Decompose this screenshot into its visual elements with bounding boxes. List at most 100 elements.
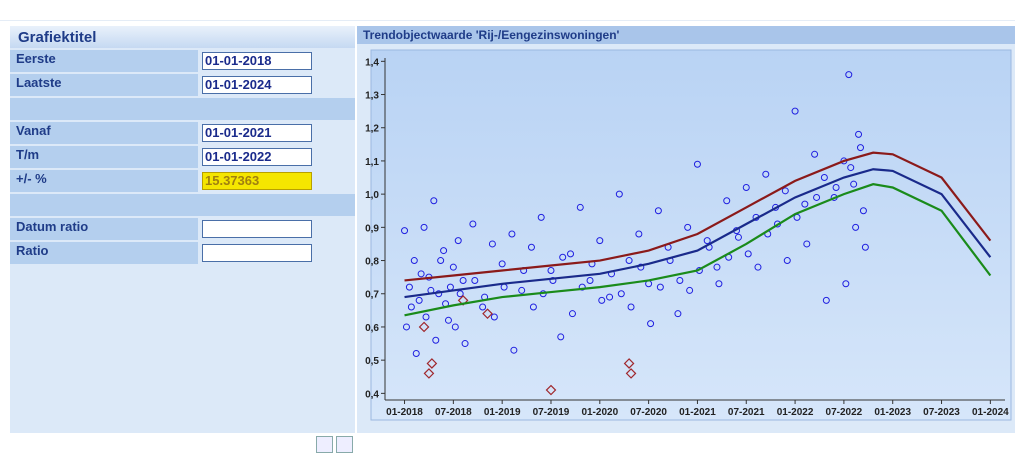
scatter-point <box>654 207 662 215</box>
scatter-point <box>549 276 557 284</box>
scatter-point <box>415 296 423 304</box>
trend-line <box>404 168 992 299</box>
form-title: Grafiektitel <box>10 26 355 48</box>
y-tick-label: 0,6 <box>365 323 379 334</box>
scatter-point <box>444 316 452 324</box>
form-row: Laatste 01-01-2024 <box>10 74 355 96</box>
scatter-point <box>510 346 518 354</box>
scatter-point <box>859 207 867 215</box>
text-input[interactable] <box>202 244 312 262</box>
text-input[interactable]: 01-01-2022 <box>202 148 312 166</box>
x-tick-label: 07-2019 <box>533 407 570 418</box>
scatter-point <box>852 223 860 231</box>
outlier-point <box>482 308 493 320</box>
x-tick-label: 01-2021 <box>679 407 716 418</box>
text-input[interactable]: 01-01-2018 <box>202 52 312 70</box>
y-tick-label: 1,3 <box>365 91 379 102</box>
form-row: Ratio <box>10 242 355 264</box>
scatter-point <box>803 240 811 248</box>
x-tick-label: 01-2024 <box>972 407 1009 418</box>
scatter-point <box>410 257 418 265</box>
scatter-point <box>647 320 655 328</box>
scatter-point <box>498 260 506 268</box>
outlier-point <box>457 295 469 306</box>
form-panel: Grafiektitel Eerste 01-01-2018 Laatste 01-0… <box>10 26 355 453</box>
scatter-point <box>547 267 555 275</box>
text-input[interactable]: 01-01-2024 <box>202 76 312 94</box>
scatter-point <box>801 200 809 208</box>
scatter-point <box>449 263 457 271</box>
text-input[interactable]: 15.37363 <box>202 172 312 190</box>
scatter-point <box>723 197 731 205</box>
scatter-point <box>402 323 410 331</box>
text-input[interactable] <box>202 220 312 238</box>
form-row: Datum ratio <box>10 218 355 240</box>
scatter-point <box>578 283 586 291</box>
scatter-point <box>568 310 576 318</box>
scatter-point <box>625 257 633 265</box>
scatter-point <box>742 183 750 191</box>
form-row: T/m 01-01-2022 <box>10 146 355 168</box>
icon-button[interactable] <box>336 436 353 453</box>
scatter-point <box>420 223 428 231</box>
y-tick-label: 0,7 <box>365 290 379 301</box>
scatter-point <box>417 270 425 278</box>
scatter-point <box>518 286 526 294</box>
trend-line <box>404 151 992 282</box>
scatter-point <box>471 276 479 284</box>
field-label: Ratio <box>10 242 198 264</box>
scatter-point <box>856 144 864 152</box>
y-tick-label: 0,4 <box>365 389 379 400</box>
chart-title-bar <box>357 26 1015 44</box>
scatter-point <box>676 276 684 284</box>
y-tick-label: 0,9 <box>365 223 379 234</box>
field-label: +/- % <box>10 170 198 192</box>
scatter-point <box>559 253 567 261</box>
form-row <box>10 194 355 216</box>
field-label: Laatste <box>10 74 198 96</box>
outlier-point <box>418 321 430 333</box>
scatter-point <box>598 296 606 304</box>
y-tick-label: 0,8 <box>365 257 379 268</box>
scatter-point <box>461 340 469 348</box>
scatter-point <box>576 203 584 211</box>
field-label: Datum ratio <box>10 218 198 240</box>
scatter-point <box>674 310 682 318</box>
scatter-point <box>832 183 840 191</box>
scatter-point <box>529 303 537 311</box>
scatter-point <box>459 276 467 284</box>
text-input[interactable]: 01-01-2021 <box>202 124 312 142</box>
scatter-point <box>401 227 409 235</box>
scatter-point <box>635 230 643 238</box>
scatter-point <box>596 237 604 245</box>
field-label: T/m <box>10 146 198 168</box>
scatter-point <box>715 280 723 288</box>
icon-button[interactable] <box>316 436 333 453</box>
x-tick-label: 07-2018 <box>435 407 472 418</box>
outlier-point <box>625 368 637 379</box>
scatter-point <box>405 283 413 291</box>
scatter-point <box>813 193 821 201</box>
form-row: Vanaf 01-01-2021 <box>10 122 355 144</box>
scatter-point <box>567 250 575 258</box>
top-bar <box>0 0 1015 21</box>
scatter-point <box>754 263 762 271</box>
scatter-point <box>703 237 711 245</box>
scatter-point <box>684 223 692 231</box>
scatter-point <box>713 263 721 271</box>
x-tick-label: 07-2023 <box>923 407 960 418</box>
outlier-point <box>423 368 435 379</box>
scatter-point <box>422 313 430 321</box>
x-tick-label: 07-2020 <box>630 407 667 418</box>
scatter-point <box>537 213 545 221</box>
x-tick-label: 01-2020 <box>581 407 618 418</box>
form-row: +/- % 15.37363 <box>10 170 355 192</box>
scatter-point <box>783 257 791 265</box>
scatter-point <box>432 336 440 344</box>
scatter-point <box>811 150 819 158</box>
scatter-point <box>850 180 858 188</box>
outlier-point <box>545 384 557 396</box>
scatter-point <box>454 237 462 245</box>
scatter-point <box>822 296 830 304</box>
